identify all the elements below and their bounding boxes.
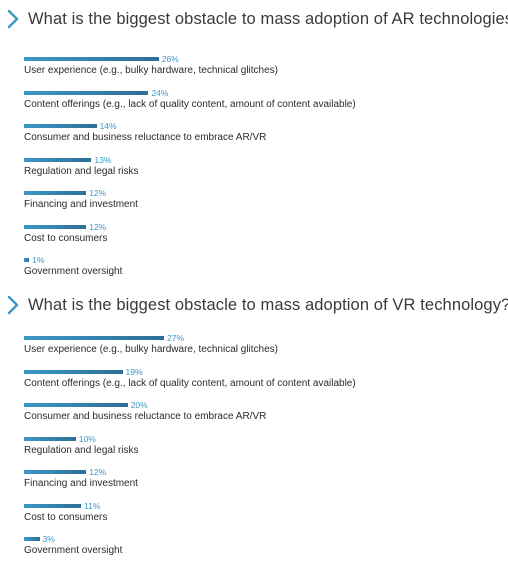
category-label: Government oversight xyxy=(24,266,123,277)
bar-value-label: 12% xyxy=(89,221,107,232)
bar-line: 14% xyxy=(24,121,117,131)
chevron-path xyxy=(7,9,19,29)
bar-line: 3% xyxy=(24,534,55,544)
chevron-right-icon xyxy=(7,295,19,315)
bar xyxy=(24,258,30,262)
bar xyxy=(24,191,87,195)
bar-line: 13% xyxy=(24,155,111,165)
ar-question-heading: What is the biggest obstacle to mass ado… xyxy=(6,6,508,32)
bar-value-label: 14% xyxy=(99,121,117,131)
bar-value-label: 24% xyxy=(151,87,169,98)
bar-value-label: 12% xyxy=(89,467,107,477)
bar-line: 19% xyxy=(24,367,143,377)
bar-row: 10% Regulation and legal risks xyxy=(24,434,504,468)
bar-row: 11% Cost to consumers xyxy=(24,501,504,535)
ar-bar-list: 26% User experience (e.g., bulky hardware… xyxy=(24,54,504,289)
category-label: Financing and investment xyxy=(24,199,138,210)
category-label: Cost to consumers xyxy=(24,232,108,244)
bar xyxy=(24,436,76,441)
bar-value-label: 20% xyxy=(130,400,148,410)
bar xyxy=(24,369,123,374)
category-label: User experience (e.g., bulky hardware, t… xyxy=(24,65,279,76)
bar xyxy=(24,470,87,474)
bar-value-label: 12% xyxy=(89,188,107,198)
bar-row: 12% Financing and investment xyxy=(24,188,504,222)
bar xyxy=(24,503,82,508)
bar-row: 12% Cost to consumers xyxy=(24,222,504,256)
bar-value-label: 1% xyxy=(32,255,45,265)
bar-line: 12% xyxy=(24,188,106,198)
category-label: Consumer and business reluctance to embr… xyxy=(24,132,267,143)
bar-value-label: 26% xyxy=(161,54,179,64)
bar-line: 1% xyxy=(24,255,44,265)
bar-line: 10% xyxy=(24,434,96,444)
bar-line: 20% xyxy=(24,400,148,410)
bar-row: 19% Content offerings (e.g., lack of qual… xyxy=(24,367,504,401)
vr-question-heading: What is the biggest obstacle to mass ado… xyxy=(6,292,508,318)
category-label: Content offerings (e.g., lack of quality… xyxy=(24,377,356,389)
bar-value-label: 10% xyxy=(78,433,96,444)
category-label: Consumer and business reluctance to embr… xyxy=(24,411,267,422)
category-label: Regulation and legal risks xyxy=(24,444,139,456)
bar xyxy=(24,537,40,541)
vr-bar-list: 27% User experience (e.g., bulky hardware… xyxy=(24,333,504,568)
bar xyxy=(24,124,97,128)
bar xyxy=(24,90,149,95)
bar-value-label: 13% xyxy=(94,154,112,165)
bar-row: 20% Consumer and business reluctance to e… xyxy=(24,400,504,434)
category-label: Government oversight xyxy=(24,545,123,556)
bar-line: 27% xyxy=(24,333,184,343)
category-label: Content offerings (e.g., lack of quality… xyxy=(24,98,356,110)
bar-line: 11% xyxy=(24,501,100,511)
chevron-right-icon xyxy=(7,9,19,29)
bar-row: 1% Government oversight xyxy=(24,255,504,289)
bar-row: 27% User experience (e.g., bulky hardware… xyxy=(24,333,504,367)
ar-chart-title: What is the biggest obstacle to mass ado… xyxy=(28,9,508,28)
bar-row: 13% Regulation and legal risks xyxy=(24,155,504,189)
category-label: Financing and investment xyxy=(24,478,138,489)
bar-row: 3% Government oversight xyxy=(24,534,504,568)
bar-line: 12% xyxy=(24,467,106,477)
bar-value-label: 19% xyxy=(125,366,143,377)
bar-line: 24% xyxy=(24,88,168,98)
bar-value-label: 3% xyxy=(42,534,55,544)
chevron-path xyxy=(7,295,19,315)
category-label: Regulation and legal risks xyxy=(24,165,139,177)
bar-row: 14% Consumer and business reluctance to e… xyxy=(24,121,504,155)
bar-row: 12% Financing and investment xyxy=(24,467,504,501)
bar-value-label: 11% xyxy=(84,500,101,511)
bar-line: 26% xyxy=(24,54,179,64)
category-label: Cost to consumers xyxy=(24,511,108,523)
bar-row: 26% User experience (e.g., bulky hardware… xyxy=(24,54,504,88)
category-label: User experience (e.g., bulky hardware, t… xyxy=(24,344,279,355)
vr-chart-title: What is the biggest obstacle to mass ado… xyxy=(28,295,508,314)
bar xyxy=(24,157,92,162)
bar xyxy=(24,57,159,61)
bar-row: 24% Content offerings (e.g., lack of qual… xyxy=(24,88,504,122)
bar xyxy=(24,403,128,407)
bar-line: 12% xyxy=(24,222,106,232)
bar-value-label: 27% xyxy=(167,333,185,343)
bar xyxy=(24,336,164,340)
bar xyxy=(24,224,87,229)
